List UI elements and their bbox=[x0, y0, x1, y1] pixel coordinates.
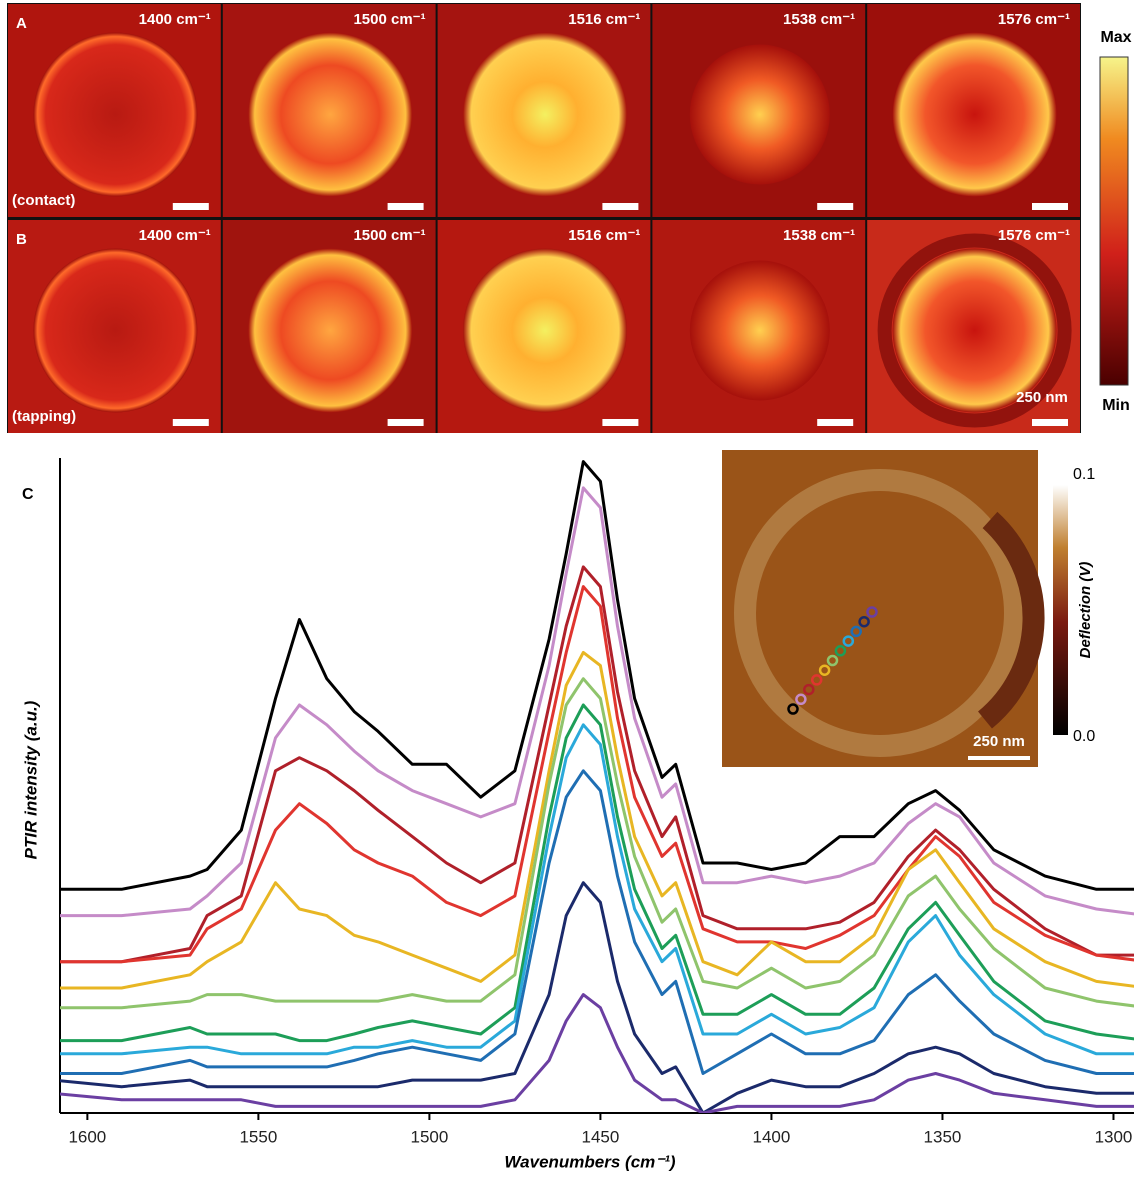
x-tick-label: 1400 bbox=[753, 1127, 791, 1146]
mode-label: (contact) bbox=[12, 192, 75, 209]
colorbar-min: Min bbox=[1102, 397, 1130, 414]
image-particle bbox=[33, 33, 197, 197]
x-tick-label: 1500 bbox=[410, 1127, 448, 1146]
scale-bar bbox=[1032, 419, 1068, 426]
scale-bar bbox=[1032, 203, 1068, 210]
colorbar-tick-label: 0.1 bbox=[1073, 466, 1095, 483]
inset: 250 nm Deflection (V) 0.1 0.0 bbox=[722, 450, 1095, 767]
wavenumber-label: 1516 cm⁻¹ bbox=[568, 11, 640, 28]
spectrum-line bbox=[53, 883, 1134, 1113]
figure: Max Min C Wavenumbers (cm⁻¹) PTIR intens… bbox=[0, 0, 1134, 1177]
x-tick-label: 1550 bbox=[239, 1127, 277, 1146]
scale-bar bbox=[173, 203, 209, 210]
scale-bar bbox=[968, 756, 1030, 760]
image-particle bbox=[463, 33, 627, 197]
image-particle bbox=[690, 45, 830, 185]
wavenumber-label: 1516 cm⁻¹ bbox=[568, 227, 640, 244]
scale-bar bbox=[173, 419, 209, 426]
inset-colorbar-label: Deflection (V) bbox=[1077, 562, 1094, 659]
scale-label: 250 nm bbox=[973, 733, 1025, 750]
wavenumber-label: 1538 cm⁻¹ bbox=[783, 227, 855, 244]
wavenumber-label: 1400 cm⁻¹ bbox=[139, 227, 211, 244]
wavenumber-label: 1538 cm⁻¹ bbox=[783, 11, 855, 28]
image-particle bbox=[690, 261, 830, 401]
row-label: A bbox=[16, 15, 27, 32]
x-tick-label: 1300 bbox=[1095, 1127, 1133, 1146]
x-tick-label: 1600 bbox=[68, 1127, 106, 1146]
x-axis-label: Wavenumbers (cm⁻¹) bbox=[504, 1152, 675, 1171]
scale-bar bbox=[602, 203, 638, 210]
image-particle bbox=[893, 33, 1057, 197]
scale-bar bbox=[817, 419, 853, 426]
y-axis-label: PTIR intensity (a.u.) bbox=[21, 700, 40, 859]
scale-bar bbox=[388, 419, 424, 426]
wavenumber-label: 1500 cm⁻¹ bbox=[353, 11, 425, 28]
x-tick-label: 1450 bbox=[582, 1127, 620, 1146]
wavenumber-label: 1500 cm⁻¹ bbox=[353, 227, 425, 244]
wavenumber-label: 1576 cm⁻¹ bbox=[998, 227, 1070, 244]
scale-bar bbox=[602, 419, 638, 426]
colorbar bbox=[1100, 57, 1128, 385]
scale-bar bbox=[817, 203, 853, 210]
image-particle bbox=[248, 33, 412, 197]
image-particle bbox=[463, 249, 627, 413]
row-label: B bbox=[16, 231, 27, 248]
scale-label: 250 nm bbox=[1016, 389, 1068, 406]
x-tick-label: 1350 bbox=[924, 1127, 962, 1146]
wavenumber-label: 1576 cm⁻¹ bbox=[998, 11, 1070, 28]
panel-label: C bbox=[22, 486, 34, 503]
image-particle bbox=[33, 249, 197, 413]
image-particle bbox=[248, 249, 412, 413]
inset-colorbar bbox=[1053, 485, 1068, 735]
mode-label: (tapping) bbox=[12, 408, 76, 425]
colorbar-max: Max bbox=[1100, 29, 1131, 46]
colorbar-tick-label: 0.0 bbox=[1073, 728, 1095, 745]
scale-bar bbox=[388, 203, 424, 210]
wavenumber-label: 1400 cm⁻¹ bbox=[139, 11, 211, 28]
image-particle bbox=[893, 249, 1057, 413]
